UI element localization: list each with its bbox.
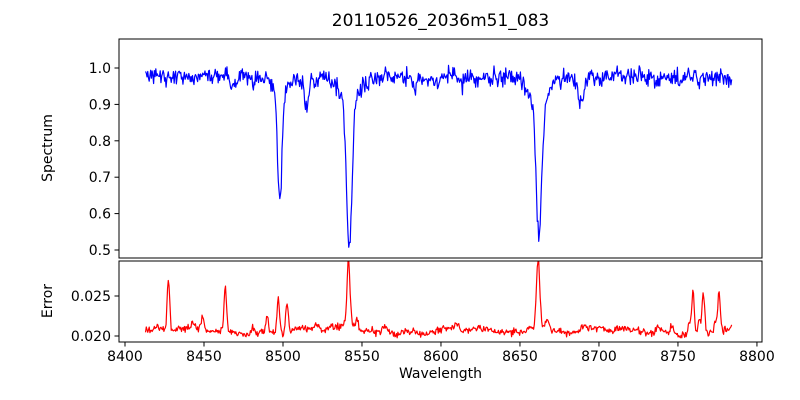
x-tick-label: 8800 xyxy=(739,349,775,365)
y-tick-label: 0.8 xyxy=(89,134,111,150)
y-tick-label: 0.7 xyxy=(89,170,111,186)
error-axis-label: Error xyxy=(40,283,56,319)
y-tick-label: 1.0 xyxy=(89,61,111,77)
error-line xyxy=(144,261,733,339)
x-tick-label: 8400 xyxy=(107,349,143,365)
x-tick-label: 8650 xyxy=(502,349,538,365)
y-tick-label: 0.9 xyxy=(89,97,111,113)
x-tick-label: 8750 xyxy=(660,349,696,365)
x-tick-label: 8500 xyxy=(265,349,301,365)
y-tick-label: 0.020 xyxy=(71,329,111,345)
wavelength-axis-label: Wavelength xyxy=(398,366,483,382)
chart-title: 20110526_2036m51_083 xyxy=(331,11,550,31)
x-tick-label: 8550 xyxy=(344,349,380,365)
spectrum-axes-frame xyxy=(118,38,763,259)
x-tick-label: 8450 xyxy=(186,349,222,365)
x-tick-label: 8600 xyxy=(423,349,459,365)
y-tick-label: 0.6 xyxy=(89,207,111,223)
spectrum-axis-label: Spectrum xyxy=(40,114,56,182)
y-tick-label: 0.5 xyxy=(89,243,111,259)
y-tick-label: 0.025 xyxy=(71,289,111,305)
spectrum-line xyxy=(144,64,733,248)
x-tick-label: 8700 xyxy=(581,349,617,365)
